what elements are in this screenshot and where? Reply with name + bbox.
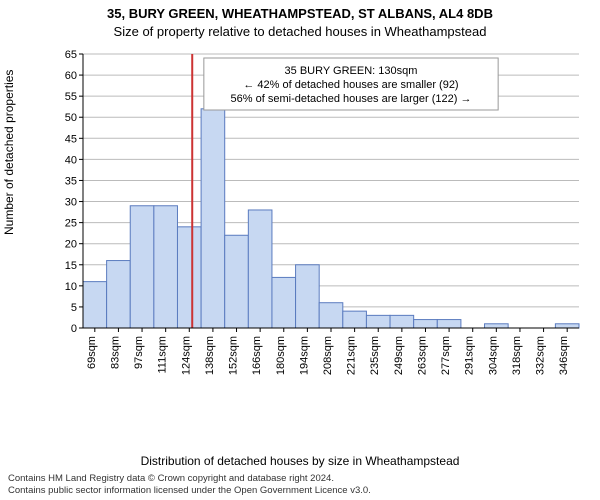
svg-text:69sqm: 69sqm — [86, 336, 98, 369]
svg-text:166sqm: 166sqm — [251, 336, 263, 375]
svg-text:332sqm: 332sqm — [535, 336, 547, 375]
svg-text:50: 50 — [65, 112, 77, 124]
svg-text:304sqm: 304sqm — [487, 336, 499, 375]
svg-text:208sqm: 208sqm — [322, 336, 334, 375]
svg-text:263sqm: 263sqm — [416, 336, 428, 375]
chart-title-subtitle: Size of property relative to detached ho… — [0, 24, 600, 39]
bar — [107, 261, 131, 328]
bar — [485, 324, 509, 328]
svg-text:40: 40 — [65, 154, 77, 166]
bar — [390, 315, 414, 328]
chart-container: 35, BURY GREEN, WHEATHAMPSTEAD, ST ALBAN… — [0, 0, 600, 500]
svg-text:124sqm: 124sqm — [180, 336, 192, 375]
chart-title-address: 35, BURY GREEN, WHEATHAMPSTEAD, ST ALBAN… — [0, 6, 600, 21]
bar — [83, 282, 107, 328]
svg-text:318sqm: 318sqm — [511, 336, 523, 375]
y-axis: 0 5 10 15 20 25 30 35 40 45 50 55 60 65 — [65, 49, 83, 335]
svg-text:291sqm: 291sqm — [464, 336, 476, 375]
svg-text:45: 45 — [65, 133, 77, 145]
bars-group — [83, 109, 579, 328]
bar — [201, 109, 225, 328]
svg-text:194sqm: 194sqm — [298, 336, 310, 375]
bar — [343, 311, 367, 328]
svg-text:249sqm: 249sqm — [393, 336, 405, 375]
svg-text:235sqm: 235sqm — [369, 336, 381, 375]
bar — [177, 227, 201, 328]
bar — [130, 206, 154, 328]
svg-text:10: 10 — [65, 281, 77, 293]
svg-text:346sqm: 346sqm — [558, 336, 570, 375]
svg-text:35: 35 — [65, 175, 77, 187]
svg-text:277sqm: 277sqm — [440, 336, 452, 375]
bar — [296, 265, 320, 328]
bar — [154, 206, 178, 328]
svg-text:97sqm: 97sqm — [133, 336, 145, 369]
svg-text:25: 25 — [65, 218, 77, 230]
bar — [319, 303, 343, 328]
svg-text:138sqm: 138sqm — [204, 336, 216, 375]
bar — [414, 320, 438, 328]
svg-text:15: 15 — [65, 260, 77, 272]
x-axis-label: Distribution of detached houses by size … — [0, 454, 600, 468]
footer-line2: Contains public sector information licen… — [8, 485, 592, 496]
annotation-box: 35 BURY GREEN: 130sqm ← 42% of detached h… — [204, 58, 498, 110]
bar — [555, 324, 579, 328]
svg-text:5: 5 — [71, 302, 77, 314]
bar — [437, 320, 461, 328]
svg-text:221sqm: 221sqm — [346, 336, 358, 375]
svg-text:83sqm: 83sqm — [109, 336, 121, 369]
svg-text:111sqm: 111sqm — [157, 336, 169, 374]
svg-text:65: 65 — [65, 49, 77, 61]
svg-text:20: 20 — [65, 239, 77, 251]
bar — [248, 210, 272, 328]
bar — [272, 277, 296, 328]
y-axis-label: Number of detached properties — [2, 70, 16, 235]
svg-text:152sqm: 152sqm — [228, 336, 240, 375]
bar — [366, 315, 390, 328]
svg-text:0: 0 — [71, 323, 77, 335]
svg-text:← 42% of detached houses are s: ← 42% of detached houses are smaller (92… — [243, 79, 458, 91]
svg-text:56% of semi-detached houses ar: 56% of semi-detached houses are larger (… — [231, 93, 472, 105]
bar — [225, 235, 249, 328]
plot-area: 0 5 10 15 20 25 30 35 40 45 50 55 60 65 69sqm 83sqm 97s… — [55, 46, 585, 386]
footer-line1: Contains HM Land Registry data © Crown c… — [8, 473, 592, 484]
svg-text:180sqm: 180sqm — [275, 336, 287, 375]
x-axis: 69sqm 83sqm 97sqm 111sqm 124sqm 138sqm 152sqm 1… — [83, 328, 579, 375]
svg-text:30: 30 — [65, 197, 77, 209]
svg-text:60: 60 — [65, 70, 77, 82]
footer-attribution: Contains HM Land Registry data © Crown c… — [8, 473, 592, 496]
svg-text:35 BURY GREEN: 130sqm: 35 BURY GREEN: 130sqm — [285, 65, 418, 77]
svg-text:55: 55 — [65, 91, 77, 103]
